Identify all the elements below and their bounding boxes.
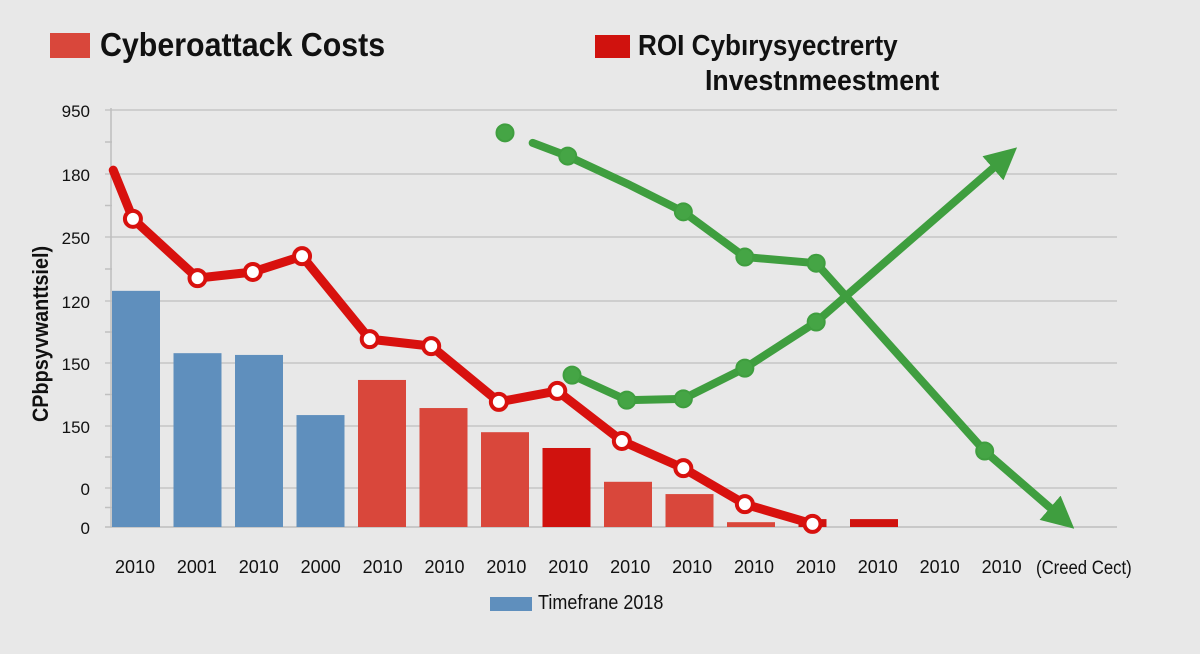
data-marker <box>187 268 208 289</box>
data-marker <box>673 202 693 222</box>
bar <box>112 290 160 527</box>
x-tick-label: 2010 <box>982 557 1022 577</box>
data-marker <box>495 123 515 143</box>
bar <box>296 415 345 527</box>
bar <box>358 379 406 527</box>
data-marker <box>359 329 380 350</box>
bar <box>604 481 652 527</box>
x-tick-label: 2010 <box>796 557 836 577</box>
bar <box>173 353 222 527</box>
data-marker <box>611 430 632 451</box>
y-tick-label: 950 <box>62 102 90 121</box>
data-marker <box>734 494 755 515</box>
bar <box>850 519 898 527</box>
data-marker <box>735 358 755 378</box>
x-axis-label: (Creed Cect) <box>1036 558 1132 579</box>
data-marker <box>558 146 578 166</box>
y-tick-label: 150 <box>62 418 90 437</box>
x-tick-label: 2010 <box>610 557 650 577</box>
legend-swatch-timeframe <box>490 597 532 611</box>
data-marker <box>488 391 509 412</box>
bar <box>727 522 775 527</box>
y-tick-label: 0 <box>81 519 90 538</box>
legend-label-roi-line1: ROI Cybırysyectrerty <box>638 30 898 62</box>
data-marker <box>975 441 995 461</box>
x-tick-label: 2010 <box>486 557 526 577</box>
legend-label-roi-line2: Investnmeestment <box>705 65 940 97</box>
data-marker <box>673 458 694 479</box>
data-marker <box>421 336 442 357</box>
data-marker <box>547 380 568 401</box>
x-tick-label: 2010 <box>858 557 898 577</box>
bar <box>665 494 714 527</box>
x-tick-label: 2010 <box>115 557 155 577</box>
data-marker <box>617 390 637 410</box>
legend-swatch-cyberattack-costs <box>50 33 90 58</box>
x-tick-label: 2010 <box>920 557 960 577</box>
data-marker <box>292 246 313 267</box>
y-tick-label: 0 <box>81 480 90 499</box>
legend-swatch-roi <box>595 35 630 58</box>
data-marker <box>562 365 582 385</box>
data-marker <box>122 208 143 229</box>
x-tick-label: 2010 <box>363 557 403 577</box>
x-tick-label: 2010 <box>548 557 588 577</box>
series-line <box>568 147 1018 405</box>
data-marker <box>806 253 826 273</box>
y-tick-label: 250 <box>62 229 90 248</box>
y-tick-label: 180 <box>62 166 90 185</box>
data-marker <box>802 513 823 534</box>
y-tick-label: 150 <box>62 355 90 374</box>
x-tick-label: 2010 <box>734 557 774 577</box>
legend-label-timeframe: Timefrane 2018 <box>538 592 664 614</box>
bar <box>235 354 283 527</box>
x-tick-label: 2001 <box>177 557 217 577</box>
x-tick-label: 2010 <box>424 557 464 577</box>
data-marker <box>673 389 693 409</box>
bar <box>419 408 468 527</box>
bar <box>542 447 591 527</box>
x-tick-label: 2010 <box>239 557 279 577</box>
series-line <box>528 138 1075 529</box>
data-marker <box>242 261 263 282</box>
y-tick-label: 120 <box>62 293 90 312</box>
data-marker <box>806 312 826 332</box>
x-tick-label: 2000 <box>301 557 341 577</box>
data-marker <box>735 247 755 267</box>
x-tick-label: 2010 <box>672 557 712 577</box>
bar <box>481 432 529 527</box>
legend-label-cyberattack-costs: Cyberoattack Costs <box>100 26 386 63</box>
